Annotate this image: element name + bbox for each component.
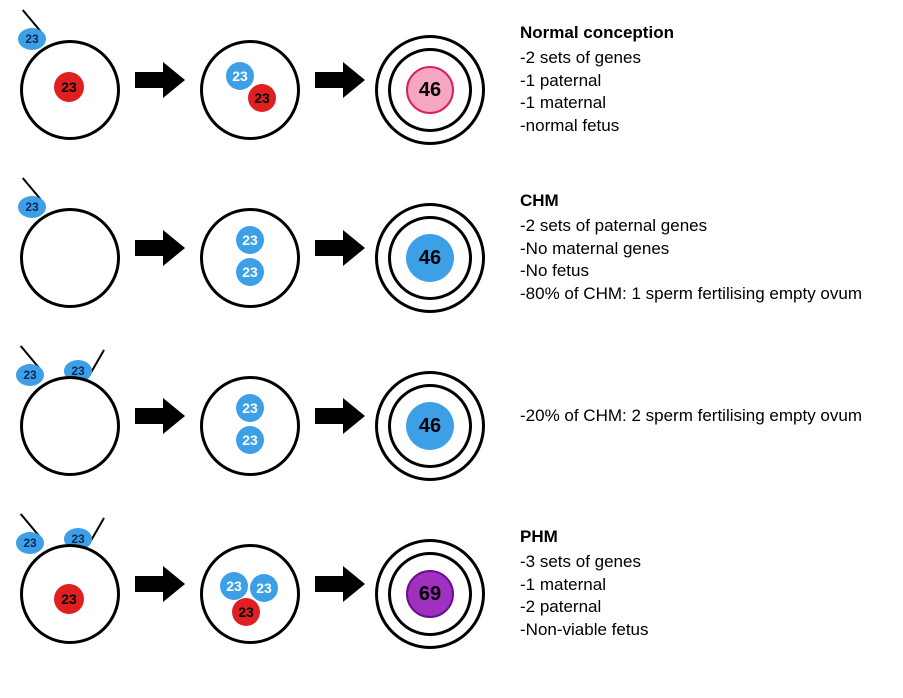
cell-stage: 2323 xyxy=(190,178,310,318)
row-title: PHM xyxy=(520,526,649,549)
desc-line: -2 paternal xyxy=(520,596,649,619)
nucleus: 23 xyxy=(226,62,254,90)
desc-line: -1 maternal xyxy=(520,92,674,115)
arrow-icon xyxy=(315,398,365,434)
arrow-icon xyxy=(135,398,185,434)
zygote-stage: 69 xyxy=(370,514,490,654)
sperm: 23 xyxy=(18,196,46,218)
arrow-icon xyxy=(315,566,365,602)
cell-stage: 23 xyxy=(10,178,130,318)
ovum xyxy=(200,544,300,644)
description: CHM-2 sets of paternal genes-No maternal… xyxy=(520,190,862,307)
row-chm-2sperm: 23 23 2323 46 -20% of CHM: 2 sperm ferti… xyxy=(10,346,893,486)
desc-line: -1 maternal xyxy=(520,574,649,597)
nucleus: 69 xyxy=(406,570,454,618)
zygote-stage: 46 xyxy=(370,178,490,318)
desc-line: -No maternal genes xyxy=(520,238,862,261)
nucleus: 23 xyxy=(54,72,84,102)
sperm: 23 xyxy=(16,532,44,554)
ovum xyxy=(20,376,120,476)
nucleus: 46 xyxy=(406,402,454,450)
desc-line: -80% of CHM: 1 sperm fertilising empty o… xyxy=(520,283,862,306)
zygote-stage: 46 xyxy=(370,10,490,150)
desc-line: -Non-viable fetus xyxy=(520,619,649,642)
cell-stage: 23 23 23 xyxy=(10,514,130,654)
cell-stage: 23 23 xyxy=(10,346,130,486)
description: -20% of CHM: 2 sperm fertilising empty o… xyxy=(520,405,862,428)
nucleus: 23 xyxy=(250,574,278,602)
row-title: CHM xyxy=(520,190,862,213)
row-normal: 23 23 2323 46 Normal conception-2 sets o… xyxy=(10,10,893,150)
sperm: 23 xyxy=(18,28,46,50)
nucleus: 46 xyxy=(406,234,454,282)
row-phm: 23 23 23 232323 69 PHM-3 sets of genes-1… xyxy=(10,514,893,654)
arrow-icon xyxy=(135,566,185,602)
nucleus: 23 xyxy=(232,598,260,626)
arrow-icon xyxy=(135,230,185,266)
nucleus: 23 xyxy=(236,426,264,454)
description: PHM-3 sets of genes-1 maternal-2 paterna… xyxy=(520,526,649,643)
nucleus: 23 xyxy=(236,258,264,286)
nucleus: 23 xyxy=(248,84,276,112)
nucleus: 23 xyxy=(236,394,264,422)
desc-line: -2 sets of paternal genes xyxy=(520,215,862,238)
desc-line: -normal fetus xyxy=(520,115,674,138)
desc-line: -1 paternal xyxy=(520,70,674,93)
arrow-icon xyxy=(315,230,365,266)
row-chm-1sperm: 23 2323 46 CHM-2 sets of paternal genes-… xyxy=(10,178,893,318)
cell-stage: 232323 xyxy=(190,514,310,654)
arrow-icon xyxy=(315,62,365,98)
description: Normal conception-2 sets of genes-1 pate… xyxy=(520,22,674,139)
desc-line: -20% of CHM: 2 sperm fertilising empty o… xyxy=(520,405,862,428)
sperm: 23 xyxy=(16,364,44,386)
ovum xyxy=(20,208,120,308)
zygote-stage: 46 xyxy=(370,346,490,486)
cell-stage: 2323 xyxy=(190,346,310,486)
nucleus: 23 xyxy=(220,572,248,600)
cell-stage: 23 23 xyxy=(10,10,130,150)
desc-line: -No fetus xyxy=(520,260,862,283)
nucleus: 23 xyxy=(54,584,84,614)
desc-line: -3 sets of genes xyxy=(520,551,649,574)
arrow-icon xyxy=(135,62,185,98)
molar-pregnancy-diagram: 23 23 2323 46 Normal conception-2 sets o… xyxy=(10,10,893,654)
nucleus: 46 xyxy=(406,66,454,114)
nucleus: 23 xyxy=(236,226,264,254)
desc-line: -2 sets of genes xyxy=(520,47,674,70)
row-title: Normal conception xyxy=(520,22,674,45)
cell-stage: 2323 xyxy=(190,10,310,150)
